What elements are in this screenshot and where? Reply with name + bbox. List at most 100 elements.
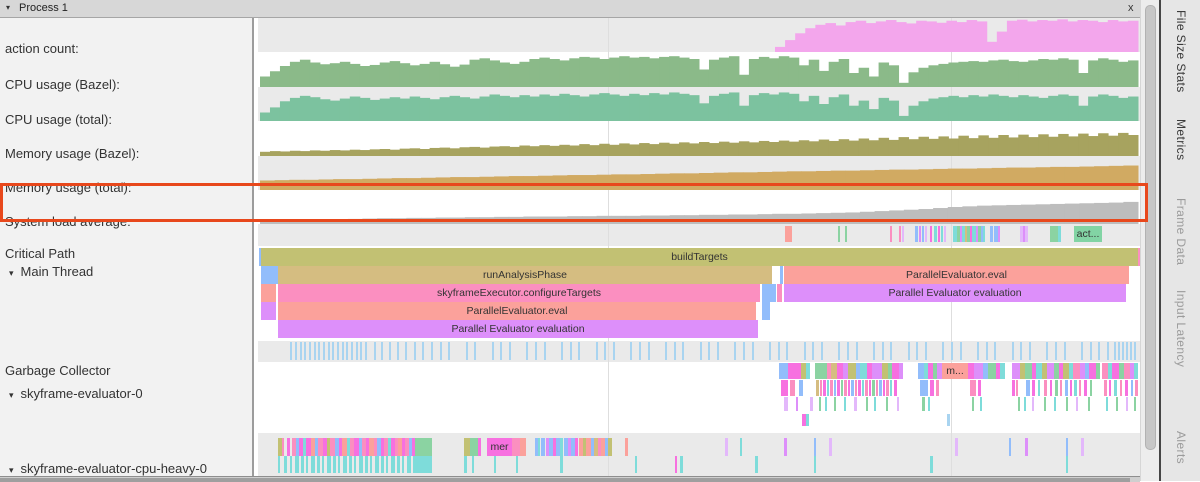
gc-event-tick[interactable] — [1107, 342, 1109, 360]
trace-slice[interactable] — [594, 438, 598, 456]
trace-slice[interactable] — [988, 363, 996, 379]
trace-slice[interactable] — [845, 226, 847, 242]
trace-slice[interactable] — [311, 456, 315, 473]
gc-event-tick[interactable] — [804, 342, 806, 360]
trace-slice[interactable] — [290, 456, 292, 473]
trace-slice[interactable] — [1076, 397, 1078, 411]
trace-slice[interactable] — [830, 380, 833, 396]
trace-slice[interactable] — [375, 456, 379, 473]
trace-slice[interactable] — [306, 438, 311, 456]
trace-slice[interactable] — [1134, 397, 1136, 411]
trace-slice[interactable] — [872, 380, 875, 396]
gc-event-tick[interactable] — [474, 342, 476, 360]
trace-slice[interactable] — [330, 438, 335, 456]
gc-event-tick[interactable] — [847, 342, 849, 360]
trace-slice[interactable] — [261, 302, 276, 320]
trace-slice[interactable] — [872, 363, 882, 379]
trace-slice[interactable] — [865, 380, 868, 396]
trace-slice[interactable] — [1080, 363, 1085, 379]
trace-slice[interactable] — [601, 438, 605, 456]
trace-slice[interactable] — [866, 397, 868, 411]
trace-slice[interactable] — [779, 363, 788, 379]
trace-slice[interactable] — [464, 456, 467, 473]
gc-event-tick[interactable] — [743, 342, 745, 360]
trace-slice[interactable] — [930, 456, 933, 473]
gc-event-tick[interactable] — [752, 342, 754, 360]
gc-event-tick[interactable] — [448, 342, 450, 360]
trace-slice[interactable] — [983, 226, 985, 242]
trace-slice[interactable] — [259, 248, 261, 266]
trace-slice[interactable] — [930, 226, 932, 242]
trace-slice[interactable] — [981, 226, 983, 242]
gc-event-tick[interactable] — [360, 342, 362, 360]
gc-event-tick[interactable] — [1081, 342, 1083, 360]
trace-slice[interactable] — [409, 438, 412, 456]
trace-slice[interactable] — [974, 363, 983, 379]
trace-slice[interactable] — [301, 456, 304, 473]
trace-slice[interactable] — [978, 380, 981, 396]
trace-slice[interactable] — [349, 456, 352, 473]
gc-event-tick[interactable] — [1098, 342, 1100, 360]
trace-slice[interactable] — [333, 456, 336, 473]
trace-slice[interactable] — [1073, 363, 1080, 379]
gc-event-tick[interactable] — [960, 342, 962, 360]
trace-slice[interactable] — [553, 438, 556, 456]
gc-event-tick[interactable] — [1020, 342, 1022, 360]
horizontal-scrollbar[interactable] — [0, 476, 1140, 482]
trace-slice[interactable] — [571, 438, 575, 456]
trace-slice[interactable] — [413, 456, 416, 473]
gc-event-tick[interactable] — [374, 342, 376, 360]
gc-event-tick[interactable] — [778, 342, 780, 360]
trace-slice[interactable] — [1050, 226, 1058, 242]
trace-slice[interactable] — [930, 380, 934, 396]
gc-event-tick[interactable] — [786, 342, 788, 360]
trace-slice[interactable] — [1032, 397, 1034, 411]
trace-slice[interactable] — [306, 456, 308, 473]
trace-slice[interactable] — [869, 380, 871, 396]
trace-slice[interactable] — [296, 438, 299, 456]
gc-event-tick[interactable] — [951, 342, 953, 360]
trace-slice[interactable] — [810, 397, 813, 411]
gc-event-tick[interactable] — [613, 342, 615, 360]
trace-slice[interactable] — [1020, 363, 1025, 379]
trace-slice[interactable] — [1070, 380, 1072, 396]
trace-slice[interactable] — [1124, 363, 1130, 379]
gc-event-tick[interactable] — [535, 342, 537, 360]
gc-event-tick[interactable] — [561, 342, 563, 360]
trace-slice[interactable] — [928, 363, 933, 379]
trace-slice[interactable] — [1126, 397, 1128, 411]
trace-slice[interactable] — [1090, 380, 1092, 396]
trace-slice[interactable] — [362, 438, 366, 456]
trace-slice[interactable] — [780, 266, 783, 284]
trace-slice[interactable] — [402, 456, 404, 473]
trace-slice[interactable] — [762, 302, 770, 320]
trace-slice[interactable] — [1025, 226, 1028, 242]
trace-slice[interactable] — [924, 363, 928, 379]
trace-slice[interactable] — [315, 438, 318, 456]
trace-slice[interactable] — [834, 380, 836, 396]
gc-event-tick[interactable] — [1029, 342, 1031, 360]
trace-slice[interactable] — [851, 380, 854, 396]
trace-slice[interactable] — [838, 226, 840, 242]
trace-slice[interactable] — [1066, 397, 1068, 411]
gc-event-tick[interactable] — [295, 342, 297, 360]
trace-slice[interactable] — [858, 380, 861, 396]
trace-slice[interactable] — [391, 456, 395, 473]
trace-slice[interactable] — [478, 438, 481, 456]
gc-event-tick[interactable] — [1090, 342, 1092, 360]
trace-slice[interactable] — [1096, 363, 1100, 379]
trace-slice[interactable] — [785, 226, 792, 242]
trace-slice[interactable] — [1012, 380, 1015, 396]
trace-slice[interactable] — [899, 226, 901, 242]
trace-slice[interactable] — [841, 380, 843, 396]
trace-slice[interactable] — [1130, 363, 1134, 379]
trace-slice[interactable] — [1081, 438, 1084, 456]
trace-slice[interactable] — [388, 438, 391, 456]
close-icon[interactable]: x — [1128, 2, 1134, 14]
trace-slice[interactable] — [933, 363, 937, 379]
collapse-triangle-icon[interactable]: ▾ — [9, 390, 14, 400]
trace-slice[interactable] — [972, 397, 974, 411]
trace-slice[interactable] — [560, 456, 563, 473]
trace-slice[interactable] — [928, 397, 930, 411]
trace-slice[interactable] — [1058, 226, 1061, 242]
